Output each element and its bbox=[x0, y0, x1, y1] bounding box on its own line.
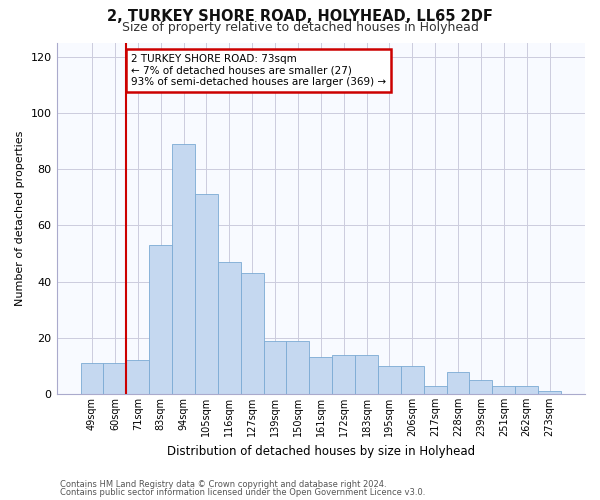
Bar bbox=[332, 354, 355, 394]
Bar bbox=[286, 340, 310, 394]
Bar bbox=[515, 386, 538, 394]
Bar bbox=[172, 144, 195, 394]
Text: Contains public sector information licensed under the Open Government Licence v3: Contains public sector information licen… bbox=[60, 488, 425, 497]
Bar bbox=[538, 391, 561, 394]
Bar bbox=[218, 262, 241, 394]
Text: Size of property relative to detached houses in Holyhead: Size of property relative to detached ho… bbox=[122, 21, 478, 34]
Bar bbox=[149, 245, 172, 394]
Bar bbox=[493, 386, 515, 394]
Bar bbox=[241, 273, 263, 394]
Bar bbox=[446, 372, 469, 394]
Bar bbox=[80, 363, 103, 394]
Bar bbox=[355, 354, 378, 394]
Bar bbox=[469, 380, 493, 394]
Text: Contains HM Land Registry data © Crown copyright and database right 2024.: Contains HM Land Registry data © Crown c… bbox=[60, 480, 386, 489]
X-axis label: Distribution of detached houses by size in Holyhead: Distribution of detached houses by size … bbox=[167, 444, 475, 458]
Bar bbox=[401, 366, 424, 394]
Text: 2, TURKEY SHORE ROAD, HOLYHEAD, LL65 2DF: 2, TURKEY SHORE ROAD, HOLYHEAD, LL65 2DF bbox=[107, 9, 493, 24]
Text: 2 TURKEY SHORE ROAD: 73sqm
← 7% of detached houses are smaller (27)
93% of semi-: 2 TURKEY SHORE ROAD: 73sqm ← 7% of detac… bbox=[131, 54, 386, 87]
Bar bbox=[310, 358, 332, 394]
Bar bbox=[103, 363, 127, 394]
Bar bbox=[424, 386, 446, 394]
Bar bbox=[378, 366, 401, 394]
Bar bbox=[263, 340, 286, 394]
Bar bbox=[127, 360, 149, 394]
Bar bbox=[195, 194, 218, 394]
Y-axis label: Number of detached properties: Number of detached properties bbox=[15, 130, 25, 306]
